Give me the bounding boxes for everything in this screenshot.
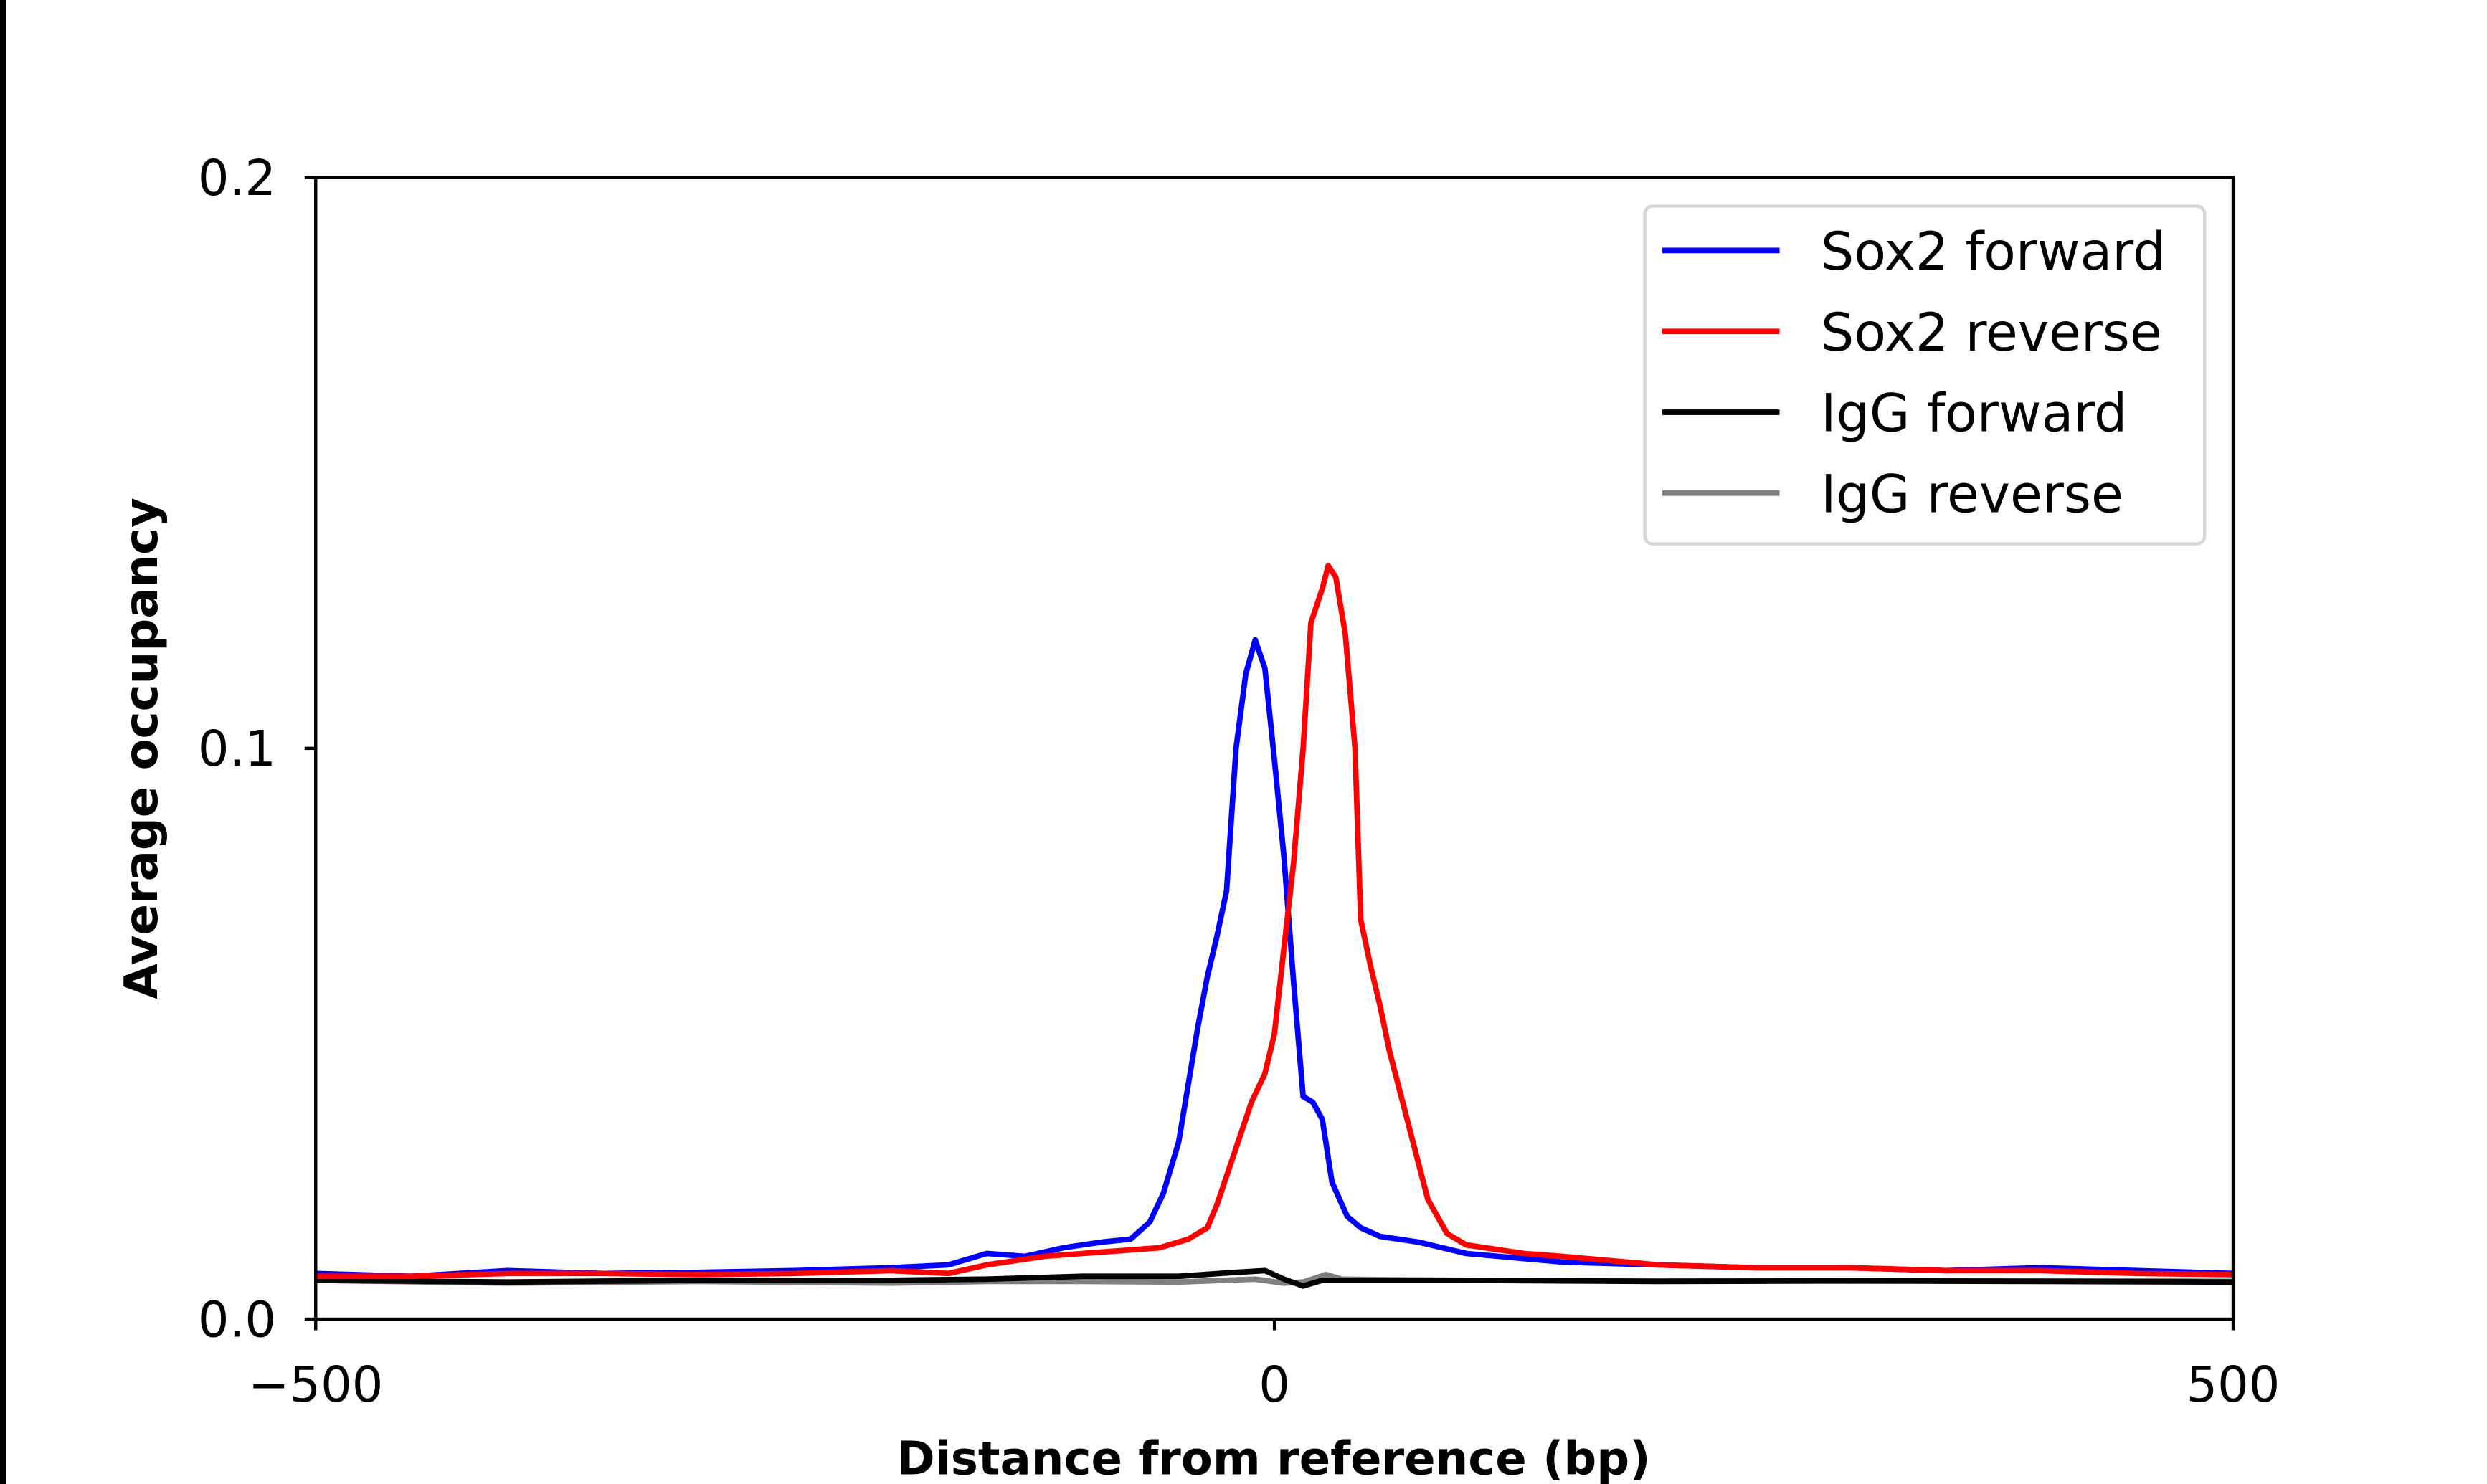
y-tick-label: 0.2: [198, 150, 276, 207]
image-border: [0, 0, 6, 1484]
x-tick-label: 0: [1259, 1356, 1290, 1414]
y-ticks: 0.0 0.1 0.2: [198, 150, 316, 1349]
series-layer: [316, 563, 2234, 1289]
series-line-igg-forward: [316, 1267, 2234, 1289]
legend-box: [1643, 204, 2207, 546]
legend-label-sox2-reverse: Sox2 reverse: [1821, 303, 2162, 363]
legend-label-igg-forward: IgG forward: [1821, 384, 2127, 444]
series-line-sox2-reverse: [316, 563, 2234, 1280]
legend-label-sox2-forward: Sox2 forward: [1821, 222, 2166, 282]
x-axis-label: Distance from reference (bp): [897, 1432, 1651, 1484]
y-axis-label: Average occupancy: [115, 498, 169, 999]
x-tick-label: −500: [248, 1356, 383, 1414]
legend: Sox2 forward Sox2 reverse IgG forward Ig…: [1643, 204, 2207, 546]
x-tick-label: 500: [2187, 1356, 2280, 1414]
series-line-sox2-forward: [316, 637, 2234, 1280]
legend-label-igg-reverse: IgG reverse: [1821, 464, 2123, 525]
x-ticks: −500 0 500: [248, 1319, 2280, 1414]
y-tick-label: 0.0: [198, 1291, 276, 1349]
y-tick-label: 0.1: [198, 720, 276, 778]
